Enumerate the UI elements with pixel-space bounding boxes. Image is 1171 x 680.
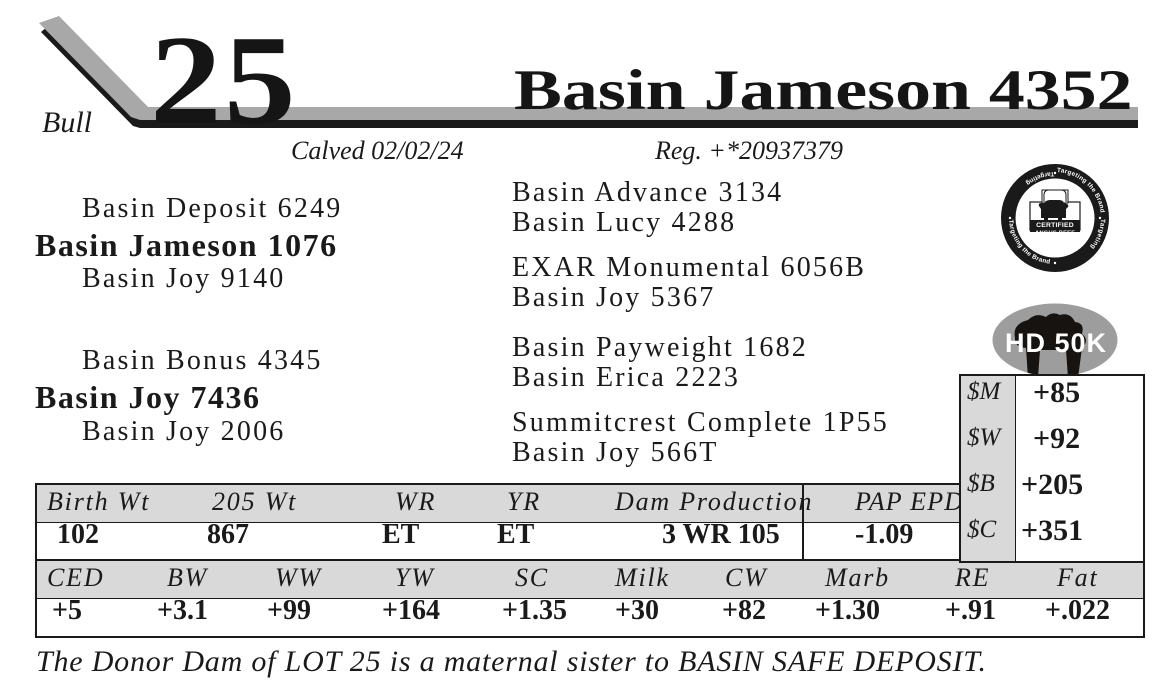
svg-text:CERTIFIED: CERTIFIED (1036, 222, 1074, 229)
svg-text:HD 50K: HD 50K (1005, 328, 1107, 358)
svg-text:ANGUS BEEF: ANGUS BEEF (1035, 231, 1075, 237)
